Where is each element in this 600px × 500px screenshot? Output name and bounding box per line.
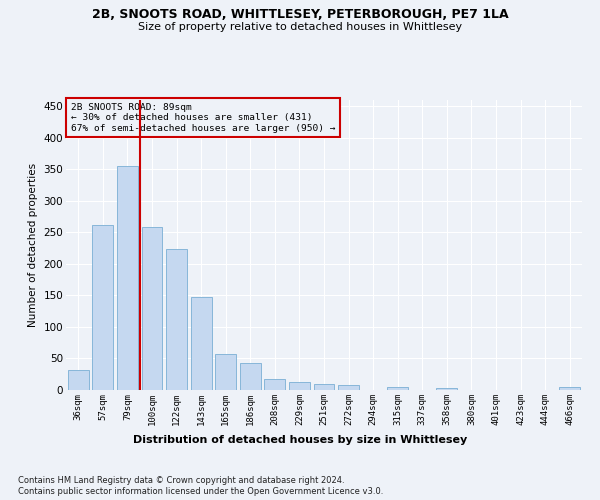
Text: 2B SNOOTS ROAD: 89sqm
← 30% of detached houses are smaller (431)
67% of semi-det: 2B SNOOTS ROAD: 89sqm ← 30% of detached …	[71, 103, 335, 132]
Bar	[142, 228, 163, 390]
Text: Contains HM Land Registry data © Crown copyright and database right 2024.: Contains HM Land Registry data © Crown c…	[18, 476, 344, 485]
Text: Distribution of detached houses by size in Whittlesey: Distribution of detached houses by size …	[133, 435, 467, 445]
Bar	[387, 387, 408, 390]
Bar	[338, 385, 359, 390]
Bar	[191, 296, 212, 390]
Bar	[166, 249, 187, 390]
Bar	[314, 384, 334, 390]
Text: Contains public sector information licensed under the Open Government Licence v3: Contains public sector information licen…	[18, 488, 383, 496]
Text: 2B, SNOOTS ROAD, WHITTLESEY, PETERBOROUGH, PE7 1LA: 2B, SNOOTS ROAD, WHITTLESEY, PETERBOROUG…	[92, 8, 508, 20]
Bar	[436, 388, 457, 390]
Bar	[68, 370, 89, 390]
Bar	[265, 378, 286, 390]
Bar	[215, 354, 236, 390]
Bar	[117, 166, 138, 390]
Text: Size of property relative to detached houses in Whittlesey: Size of property relative to detached ho…	[138, 22, 462, 32]
Bar	[289, 382, 310, 390]
Bar	[559, 388, 580, 390]
Bar	[240, 363, 261, 390]
Y-axis label: Number of detached properties: Number of detached properties	[28, 163, 38, 327]
Bar	[92, 226, 113, 390]
